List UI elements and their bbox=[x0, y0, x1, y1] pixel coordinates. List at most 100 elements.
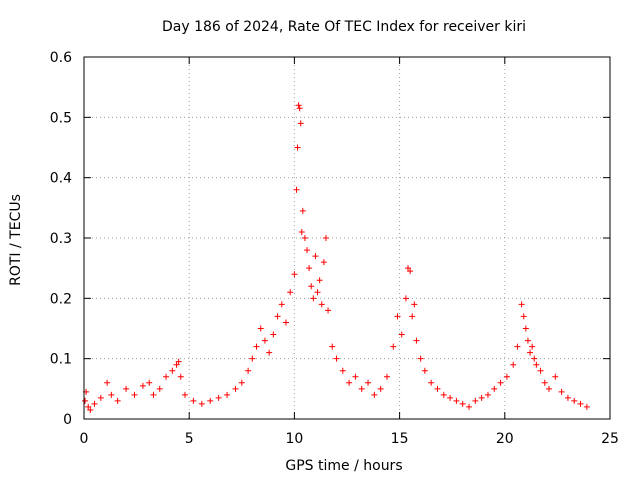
data-point bbox=[390, 343, 397, 350]
data-point bbox=[266, 349, 273, 356]
data-point bbox=[282, 319, 289, 326]
data-point bbox=[87, 406, 94, 413]
data-point bbox=[577, 400, 584, 407]
data-point bbox=[91, 400, 98, 407]
data-point bbox=[175, 358, 182, 365]
data-point bbox=[459, 400, 466, 407]
data-point bbox=[314, 289, 321, 296]
data-point bbox=[85, 403, 92, 410]
data-point bbox=[522, 325, 529, 332]
data-point bbox=[365, 379, 372, 386]
data-point bbox=[274, 313, 281, 320]
x-tick-label: 5 bbox=[185, 431, 194, 447]
x-tick-label: 25 bbox=[601, 431, 619, 447]
data-point bbox=[306, 265, 313, 272]
axis-ticks: 0 5 10 15 20 25 0 0.1 0.2 0.3 0.4 0.5 0.6 bbox=[50, 50, 619, 447]
data-point bbox=[104, 379, 111, 386]
data-point bbox=[564, 394, 571, 401]
data-point bbox=[527, 349, 534, 356]
data-point bbox=[518, 301, 525, 308]
data-point bbox=[491, 385, 498, 392]
data-point bbox=[478, 394, 485, 401]
data-point bbox=[287, 289, 294, 296]
data-point bbox=[108, 391, 115, 398]
data-point bbox=[295, 102, 302, 109]
data-point bbox=[224, 391, 231, 398]
data-point bbox=[339, 367, 346, 374]
data-point bbox=[310, 295, 317, 302]
y-tick-label: 0.6 bbox=[50, 50, 72, 66]
data-point bbox=[320, 259, 327, 266]
data-point bbox=[409, 313, 416, 320]
data-point bbox=[322, 235, 329, 241]
data-point bbox=[163, 373, 170, 380]
data-point bbox=[82, 397, 89, 404]
data-point bbox=[139, 382, 146, 389]
data-point bbox=[417, 355, 424, 362]
data-point bbox=[453, 397, 460, 404]
data-point bbox=[407, 268, 414, 275]
data-point bbox=[299, 207, 306, 214]
x-tick-label: 20 bbox=[496, 431, 514, 447]
data-point bbox=[537, 367, 544, 374]
data-point bbox=[497, 379, 504, 386]
data-point bbox=[198, 400, 205, 407]
data-point bbox=[270, 331, 277, 338]
data-point bbox=[253, 343, 260, 350]
data-point bbox=[466, 403, 473, 410]
data-point bbox=[346, 379, 353, 386]
x-axis-label: GPS time / hours bbox=[285, 458, 402, 474]
y-tick-label: 0 bbox=[63, 412, 72, 428]
data-point bbox=[146, 379, 153, 386]
data-point bbox=[257, 325, 264, 332]
data-point bbox=[249, 355, 256, 362]
data-point bbox=[428, 379, 435, 386]
data-point bbox=[402, 295, 409, 302]
data-point bbox=[156, 385, 163, 392]
data-point bbox=[123, 385, 130, 392]
data-point bbox=[583, 403, 590, 410]
data-point bbox=[394, 313, 401, 320]
data-point bbox=[358, 385, 365, 392]
data-point bbox=[278, 301, 285, 308]
plot-frame bbox=[83, 56, 611, 420]
data-point bbox=[190, 397, 197, 404]
data-point bbox=[545, 385, 552, 392]
data-point bbox=[325, 307, 332, 314]
data-point bbox=[434, 385, 441, 392]
data-point bbox=[316, 277, 323, 284]
data-point bbox=[97, 394, 104, 401]
data-points bbox=[82, 102, 590, 413]
data-point bbox=[413, 337, 420, 344]
data-point bbox=[318, 301, 325, 308]
data-point bbox=[484, 391, 491, 398]
data-point bbox=[294, 144, 301, 151]
data-point bbox=[131, 391, 138, 398]
data-point bbox=[571, 397, 578, 404]
data-point bbox=[261, 337, 268, 344]
data-point bbox=[510, 361, 517, 368]
data-point bbox=[245, 367, 252, 374]
data-point bbox=[371, 391, 378, 398]
y-tick-label: 0.3 bbox=[50, 231, 72, 247]
data-point bbox=[333, 355, 340, 362]
data-point bbox=[541, 379, 548, 386]
data-point bbox=[352, 373, 359, 380]
data-point bbox=[514, 343, 521, 350]
data-point bbox=[398, 331, 405, 338]
data-point bbox=[301, 235, 308, 241]
data-point bbox=[232, 385, 239, 392]
data-point bbox=[503, 373, 510, 380]
data-point bbox=[238, 379, 245, 386]
chart-title: Day 186 of 2024, Rate Of TEC Index for r… bbox=[162, 19, 526, 35]
grid-lines bbox=[84, 57, 610, 419]
data-point bbox=[411, 301, 418, 308]
data-point bbox=[377, 385, 384, 392]
y-tick-label: 0.5 bbox=[50, 110, 72, 126]
data-point bbox=[291, 271, 298, 278]
data-point bbox=[529, 343, 536, 350]
data-point bbox=[558, 388, 565, 395]
y-tick-label: 0.1 bbox=[50, 352, 72, 368]
data-point bbox=[405, 265, 412, 272]
data-point bbox=[297, 120, 304, 127]
